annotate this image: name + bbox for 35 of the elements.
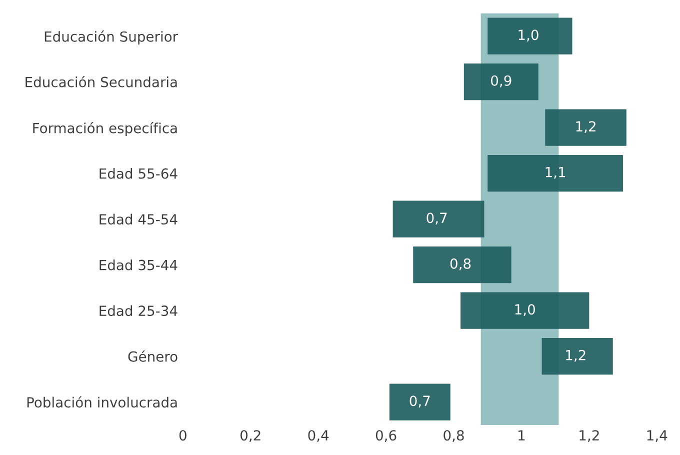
x-tick-label: 0,2 xyxy=(240,430,260,442)
y-tick-label: Población involucrada xyxy=(27,396,177,408)
annotation: 1,2 xyxy=(566,350,586,362)
x-tick-label: 0,6 xyxy=(376,430,396,442)
y-tick-label: Edad 45-54 xyxy=(100,214,178,225)
bar xyxy=(460,292,590,329)
bar xyxy=(413,246,512,284)
annotation: 0,7 xyxy=(426,212,447,225)
bar xyxy=(542,338,613,375)
y-tick-label: Género xyxy=(128,350,178,362)
y-tick-label: Educación Superior xyxy=(44,30,178,45)
annotation: 0,7 xyxy=(410,396,430,408)
bar xyxy=(488,18,572,54)
bar xyxy=(389,384,450,420)
x-tick-label: 1 xyxy=(518,430,525,440)
x-tick-label: 1,4 xyxy=(647,430,668,442)
y-tick-label: Edad 35-44 xyxy=(100,260,178,270)
y-tick-label: Formación específica xyxy=(33,122,177,136)
annotation: 0,8 xyxy=(450,258,471,270)
annotation: 1,1 xyxy=(546,167,566,179)
x-tick-label: 0 xyxy=(179,430,186,441)
x-tick-label: 1,2 xyxy=(580,430,599,442)
bar xyxy=(464,64,538,100)
annotation: 1,0 xyxy=(515,304,535,316)
y-tick-label: Edad 25-34 xyxy=(100,305,178,316)
bar xyxy=(488,155,624,192)
annotation: 0,9 xyxy=(491,75,512,88)
x-tick-label: 0,8 xyxy=(444,430,464,442)
x-tick-label: 0,4 xyxy=(308,430,329,442)
annotation: 1,0 xyxy=(518,30,538,42)
annotation: 1,2 xyxy=(576,121,596,134)
bar xyxy=(392,200,484,238)
bar xyxy=(545,109,626,146)
y-tick-label: Edad 55-64 xyxy=(100,168,178,179)
y-tick-label: Educación Secundaria xyxy=(26,76,177,88)
